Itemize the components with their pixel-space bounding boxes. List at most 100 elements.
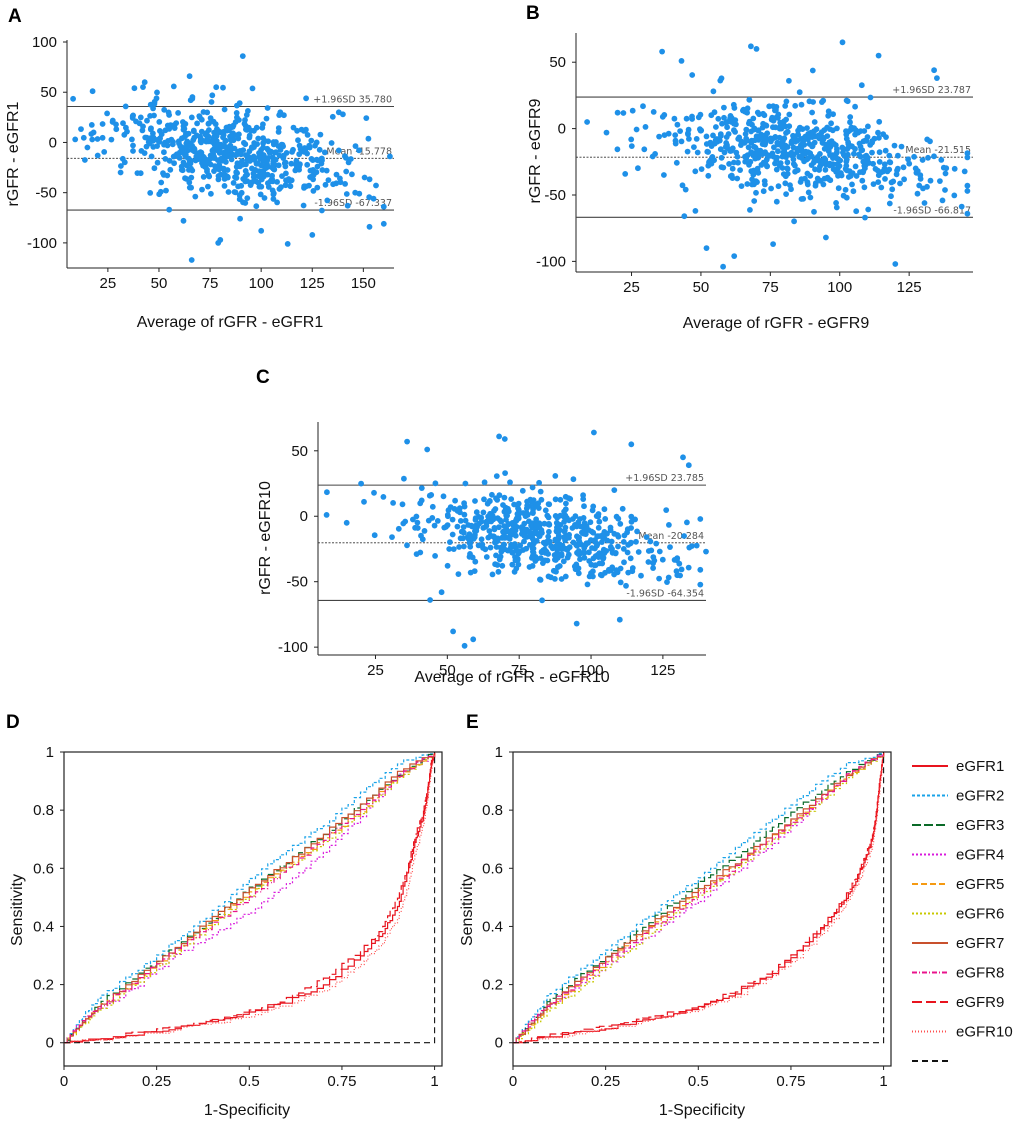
data-point — [537, 555, 544, 561]
data-point — [886, 200, 893, 207]
data-point — [256, 173, 263, 180]
data-point — [270, 196, 277, 202]
data-point — [225, 189, 232, 195]
data-point — [742, 131, 749, 137]
data-point — [781, 135, 788, 142]
data-point — [837, 157, 844, 164]
data-point — [882, 147, 889, 154]
data-point — [835, 172, 841, 179]
data-point — [329, 113, 336, 120]
data-point — [650, 560, 656, 567]
data-point — [749, 176, 755, 183]
data-point — [876, 118, 883, 125]
data-point — [480, 509, 487, 516]
data-point — [796, 89, 803, 96]
data-point — [681, 213, 688, 220]
data-point — [823, 234, 829, 241]
data-point — [678, 138, 685, 145]
data-point — [244, 171, 251, 178]
data-point — [358, 480, 364, 487]
data-point — [824, 124, 830, 131]
data-point — [822, 166, 829, 173]
data-point — [851, 150, 857, 157]
data-point — [746, 161, 752, 168]
data-point — [934, 75, 940, 81]
data-point — [323, 167, 330, 174]
data-point — [898, 143, 905, 150]
data-point — [218, 155, 224, 162]
roc-reference-line — [513, 752, 885, 1044]
data-point — [292, 167, 299, 174]
data-point — [319, 207, 325, 214]
data-point — [508, 496, 515, 502]
data-point — [296, 163, 302, 170]
data-point — [232, 152, 239, 159]
data-point — [486, 498, 493, 505]
data-point — [546, 501, 553, 508]
data-point — [679, 182, 686, 189]
panel-letter: A — [8, 6, 22, 27]
data-point — [842, 186, 849, 193]
data-point — [236, 192, 243, 199]
data-point — [581, 549, 588, 556]
data-point — [829, 127, 836, 134]
data-point — [773, 107, 779, 113]
data-point — [133, 118, 139, 125]
data-point — [771, 144, 777, 151]
data-point — [846, 168, 853, 175]
data-point — [185, 130, 192, 137]
data-point — [184, 138, 191, 145]
data-point — [275, 129, 282, 135]
data-point — [753, 46, 760, 52]
data-point — [774, 154, 780, 161]
data-point — [805, 131, 812, 137]
data-point — [167, 122, 174, 129]
plot-frame — [63, 751, 443, 1067]
data-point — [129, 136, 135, 143]
data-point — [790, 137, 796, 144]
data-point — [893, 171, 900, 178]
data-point — [366, 194, 373, 201]
data-point — [853, 208, 860, 215]
data-point — [586, 549, 592, 556]
data-point — [697, 566, 704, 573]
data-point — [733, 149, 740, 156]
data-point — [166, 206, 173, 213]
data-point — [284, 241, 291, 247]
data-point — [496, 433, 502, 440]
data-point — [624, 529, 630, 536]
data-point — [600, 554, 607, 561]
data-point — [545, 551, 551, 557]
data-point — [878, 184, 885, 191]
data-point — [776, 125, 783, 132]
data-point — [783, 191, 789, 198]
data-point — [256, 150, 262, 156]
data-point — [859, 147, 866, 154]
data-point — [552, 473, 559, 479]
data-point — [554, 539, 561, 546]
roc-curve-egfr8 — [513, 752, 885, 1044]
plot-frame — [512, 751, 892, 1067]
x-tick-label: 1 — [430, 1073, 438, 1090]
x-tick-label: 75 — [202, 275, 219, 292]
data-point — [588, 537, 594, 543]
roc-curve-egfr2 — [513, 752, 885, 1044]
data-point — [570, 539, 577, 546]
data-point — [698, 166, 705, 173]
data-point — [914, 190, 921, 197]
data-point — [682, 186, 689, 193]
data-point — [693, 542, 700, 549]
data-point — [188, 114, 195, 121]
data-point — [937, 178, 943, 185]
data-point — [314, 184, 321, 191]
data-point — [869, 138, 875, 145]
data-point — [213, 84, 220, 91]
data-point — [261, 173, 267, 180]
data-point — [198, 128, 205, 135]
data-point — [552, 496, 559, 503]
data-point — [461, 500, 467, 507]
data-point — [707, 139, 714, 146]
y-tick-label: 0 — [46, 1035, 54, 1052]
data-point — [781, 149, 788, 156]
data-point — [249, 145, 256, 151]
